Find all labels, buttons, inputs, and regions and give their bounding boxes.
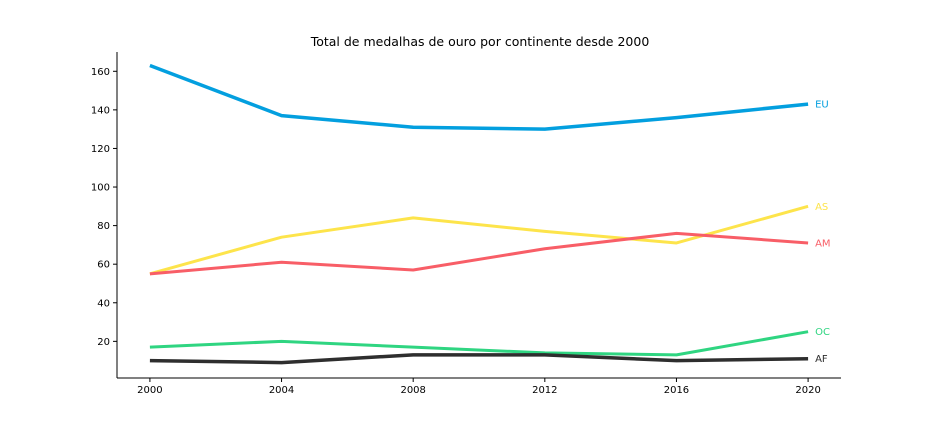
series-layer: EU AS AM OC AF: [149, 63, 831, 365]
series-label-af: AF: [815, 354, 828, 365]
x-tick-label: 2020: [795, 385, 820, 396]
y-tick-label: 60: [97, 260, 110, 271]
y-tick-label: 140: [91, 105, 110, 116]
series-line-eu: [149, 63, 809, 131]
x-tick-label: 2000: [137, 385, 162, 396]
series-label-as: AS: [815, 202, 828, 213]
y-tick-label: 20: [97, 337, 110, 348]
axes: 2000 2004 2008 2012 2016 20202040608010012014…: [91, 52, 841, 396]
y-tick-label: 160: [91, 67, 110, 78]
series-label-am: AM: [815, 238, 830, 249]
x-tick-label: 2012: [532, 385, 557, 396]
series-line-af: [149, 353, 809, 365]
series-label-oc: OC: [815, 327, 830, 338]
x-tick-label: 2008: [400, 385, 425, 396]
y-tick-label: 100: [91, 183, 110, 194]
series-line-as: [149, 204, 809, 276]
y-tick-label: 40: [97, 298, 110, 309]
x-tick-label: 2016: [664, 385, 689, 396]
x-tick-label: 2004: [269, 385, 294, 396]
y-tick-label: 80: [97, 221, 110, 232]
series-label-eu: EU: [815, 100, 829, 111]
series-line-am: [149, 231, 809, 276]
chart-title: Total de medalhas de ouro por continente…: [310, 34, 650, 49]
series-line-oc: [149, 330, 809, 357]
y-tick-label: 120: [91, 144, 110, 155]
